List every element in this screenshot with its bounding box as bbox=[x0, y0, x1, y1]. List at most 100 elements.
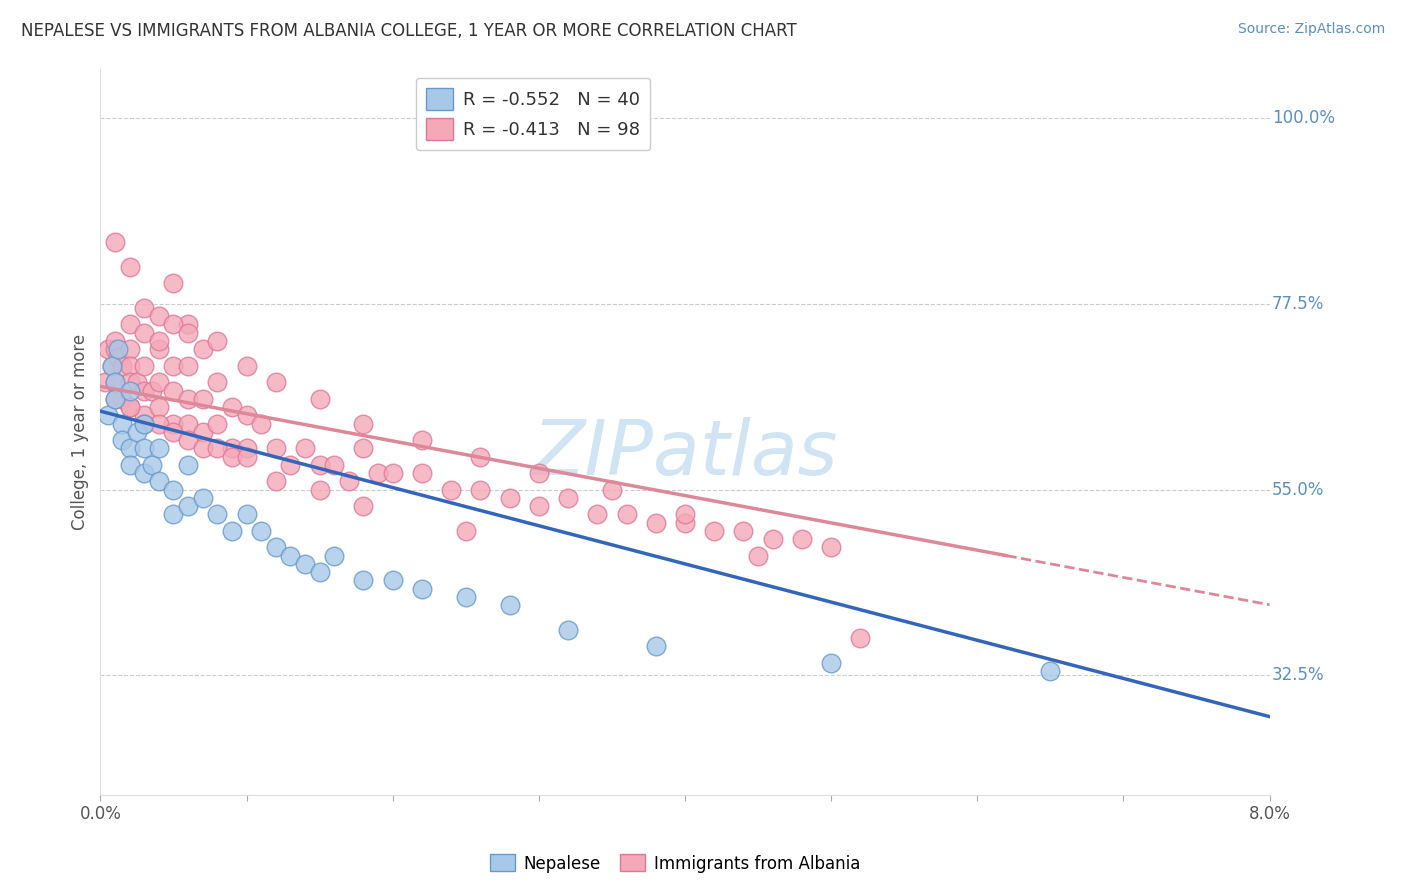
Text: NEPALESE VS IMMIGRANTS FROM ALBANIA COLLEGE, 1 YEAR OR MORE CORRELATION CHART: NEPALESE VS IMMIGRANTS FROM ALBANIA COLL… bbox=[21, 22, 797, 40]
Legend: Nepalese, Immigrants from Albania: Nepalese, Immigrants from Albania bbox=[484, 847, 866, 880]
Point bbox=[308, 565, 330, 579]
Point bbox=[162, 318, 184, 332]
Point bbox=[148, 343, 170, 357]
Point bbox=[498, 598, 520, 612]
Point bbox=[111, 359, 134, 373]
Point bbox=[104, 392, 127, 406]
Point bbox=[673, 508, 696, 522]
Point bbox=[107, 351, 129, 365]
Point bbox=[733, 524, 755, 538]
Point bbox=[250, 417, 273, 431]
Point bbox=[250, 524, 273, 538]
Point bbox=[207, 508, 229, 522]
Text: ZIPatlas: ZIPatlas bbox=[533, 417, 838, 491]
Point bbox=[101, 359, 124, 373]
Point bbox=[411, 433, 433, 447]
Point bbox=[93, 376, 115, 390]
Point bbox=[411, 466, 433, 480]
Point bbox=[367, 466, 389, 480]
Point bbox=[644, 516, 666, 530]
Point bbox=[600, 483, 623, 497]
Point bbox=[790, 532, 813, 546]
Point bbox=[381, 466, 404, 480]
Point bbox=[762, 532, 785, 546]
Point bbox=[470, 450, 492, 464]
Point bbox=[118, 442, 141, 456]
Point bbox=[104, 376, 127, 390]
Point bbox=[118, 458, 141, 472]
Point bbox=[118, 400, 141, 414]
Point bbox=[191, 425, 214, 439]
Point bbox=[280, 458, 302, 472]
Point bbox=[352, 417, 374, 431]
Point bbox=[235, 442, 257, 456]
Point bbox=[264, 475, 287, 489]
Point bbox=[97, 343, 120, 357]
Point bbox=[207, 376, 229, 390]
Point bbox=[235, 409, 257, 423]
Point bbox=[104, 376, 127, 390]
Point bbox=[221, 442, 243, 456]
Point bbox=[118, 384, 141, 398]
Point bbox=[280, 549, 302, 563]
Point bbox=[352, 442, 374, 456]
Point bbox=[177, 417, 200, 431]
Point bbox=[177, 392, 200, 406]
Point bbox=[411, 582, 433, 596]
Point bbox=[118, 376, 141, 390]
Point bbox=[162, 425, 184, 439]
Point bbox=[118, 260, 141, 274]
Point bbox=[849, 631, 872, 645]
Point bbox=[177, 359, 200, 373]
Point bbox=[264, 442, 287, 456]
Point bbox=[527, 499, 550, 513]
Point bbox=[134, 466, 156, 480]
Point bbox=[264, 541, 287, 555]
Point bbox=[141, 458, 163, 472]
Point bbox=[134, 384, 156, 398]
Point bbox=[134, 409, 156, 423]
Point bbox=[207, 417, 229, 431]
Point bbox=[148, 442, 170, 456]
Point bbox=[111, 392, 134, 406]
Point bbox=[148, 376, 170, 390]
Point bbox=[134, 359, 156, 373]
Point bbox=[747, 549, 769, 563]
Point bbox=[470, 483, 492, 497]
Point bbox=[162, 359, 184, 373]
Point bbox=[191, 442, 214, 456]
Point bbox=[101, 359, 124, 373]
Point bbox=[177, 433, 200, 447]
Point bbox=[118, 343, 141, 357]
Text: 77.5%: 77.5% bbox=[1272, 295, 1324, 313]
Point bbox=[134, 326, 156, 340]
Point bbox=[557, 491, 579, 505]
Point bbox=[294, 442, 316, 456]
Point bbox=[820, 656, 842, 670]
Point bbox=[134, 417, 156, 431]
Point bbox=[134, 442, 156, 456]
Point bbox=[162, 483, 184, 497]
Text: 100.0%: 100.0% bbox=[1272, 109, 1334, 127]
Point bbox=[498, 491, 520, 505]
Point bbox=[134, 417, 156, 431]
Point bbox=[162, 508, 184, 522]
Point bbox=[191, 343, 214, 357]
Point bbox=[148, 309, 170, 323]
Point bbox=[177, 326, 200, 340]
Point bbox=[177, 458, 200, 472]
Point bbox=[221, 524, 243, 538]
Point bbox=[162, 417, 184, 431]
Point bbox=[104, 392, 127, 406]
Point bbox=[454, 524, 477, 538]
Text: Source: ZipAtlas.com: Source: ZipAtlas.com bbox=[1237, 22, 1385, 37]
Point bbox=[337, 475, 360, 489]
Point bbox=[308, 483, 330, 497]
Legend: R = -0.552   N = 40, R = -0.413   N = 98: R = -0.552 N = 40, R = -0.413 N = 98 bbox=[416, 78, 651, 151]
Point bbox=[148, 475, 170, 489]
Point bbox=[148, 334, 170, 348]
Point bbox=[148, 417, 170, 431]
Point bbox=[1039, 664, 1062, 678]
Point bbox=[118, 318, 141, 332]
Point bbox=[97, 409, 120, 423]
